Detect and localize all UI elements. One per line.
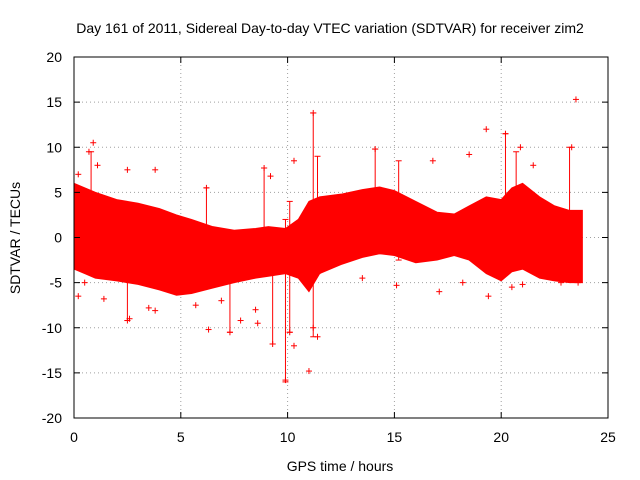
data-point <box>558 279 565 286</box>
data-point <box>459 279 466 286</box>
y-tick-label: 5 <box>54 184 62 200</box>
data-point <box>145 304 152 311</box>
x-tick-label: 15 <box>387 429 403 445</box>
data-point <box>568 144 575 151</box>
data-point <box>508 284 515 291</box>
data-point <box>81 279 88 286</box>
data-point <box>124 317 131 324</box>
x-tick-label: 0 <box>70 429 78 445</box>
data-point <box>152 307 159 314</box>
data-point <box>192 302 199 309</box>
data-point <box>152 166 159 173</box>
data-point <box>483 126 490 133</box>
y-tick-label: -15 <box>42 365 62 381</box>
data-point <box>291 157 298 164</box>
data-point <box>291 342 298 349</box>
data-point <box>282 377 289 384</box>
y-tick-label: 0 <box>54 230 62 246</box>
x-tick-label: 20 <box>493 429 509 445</box>
data-point <box>75 293 82 300</box>
data-point <box>575 279 582 286</box>
data-point <box>305 368 312 375</box>
data-point <box>310 109 317 116</box>
data-point <box>286 329 293 336</box>
data-point <box>100 295 107 302</box>
data-band <box>73 182 583 296</box>
data-point <box>205 326 212 333</box>
data-point <box>436 288 443 295</box>
data-point <box>359 275 366 282</box>
data-point <box>252 306 259 313</box>
y-tick-label: -20 <box>42 410 62 426</box>
data-point <box>85 148 92 155</box>
x-tick-label: 10 <box>280 429 296 445</box>
data-point <box>393 282 400 289</box>
chart-title: Day 161 of 2011, Sidereal Day-to-day VTE… <box>76 20 584 36</box>
tick-labels: 0 5 10 15 20 25 -20 -15 -10 -5 0 5 10 15 20 <box>42 49 616 445</box>
y-tick-label: 20 <box>46 49 62 65</box>
data-point <box>267 173 274 180</box>
y-tick-label: 15 <box>46 94 62 110</box>
data-point <box>372 146 379 153</box>
data-point <box>517 144 524 151</box>
data-point <box>261 165 268 172</box>
plot-area <box>73 96 583 384</box>
y-tick-label: -5 <box>50 275 63 291</box>
data-point <box>90 139 97 146</box>
data-point <box>466 151 473 158</box>
y-tick-label: 10 <box>46 139 62 155</box>
data-point <box>519 281 526 288</box>
data-point <box>218 297 225 304</box>
data-point <box>203 184 210 191</box>
data-point <box>226 329 233 336</box>
plot-frame <box>73 56 609 419</box>
data-point <box>530 162 537 169</box>
data-point <box>429 157 436 164</box>
data-point <box>75 171 82 178</box>
data-point <box>310 324 317 331</box>
x-axis-title: GPS time / hours <box>287 458 394 474</box>
data-point <box>237 317 244 324</box>
data-point <box>254 320 261 327</box>
data-point <box>94 162 101 169</box>
data-point <box>572 96 579 103</box>
data-point <box>314 333 321 340</box>
x-tick-label: 5 <box>177 429 185 445</box>
data-point <box>269 340 276 347</box>
x-tick-label: 25 <box>600 429 616 445</box>
y-tick-label: -10 <box>42 320 62 336</box>
data-point <box>502 130 509 137</box>
data-point <box>485 293 492 300</box>
data-point <box>124 166 131 173</box>
y-axis-title: SDTVAR / TECUs <box>7 182 23 294</box>
